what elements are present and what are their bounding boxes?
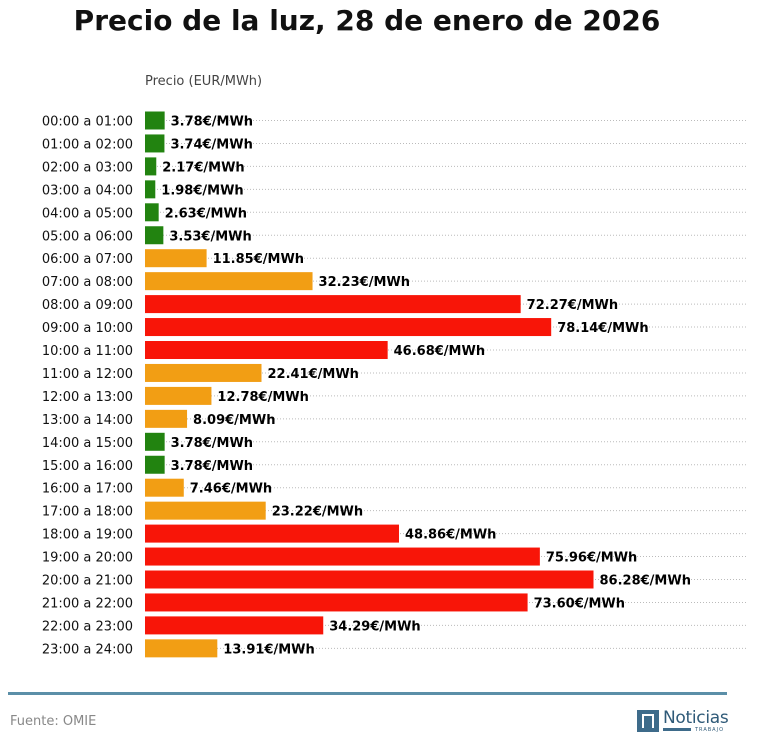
bar-value-label: 2.63€/MWh	[165, 206, 247, 221]
bar-value-label: 8.09€/MWh	[193, 413, 275, 428]
bar-value-label: 3.78€/MWh	[171, 436, 253, 451]
bar-value-label: 22.41€/MWh	[267, 367, 358, 382]
bar-value-label: 1.98€/MWh	[161, 183, 243, 198]
category-tick-label: 20:00 a 21:00	[42, 574, 133, 589]
bar-value-label: 32.23€/MWh	[319, 275, 410, 290]
chart-title: Precio de la luz, 28 de enero de 2026	[73, 4, 661, 37]
category-tick-label: 16:00 a 17:00	[42, 482, 133, 497]
source-note: Fuente: OMIE	[10, 714, 97, 729]
bar	[145, 593, 528, 612]
category-tick-label: 23:00 a 24:00	[42, 642, 133, 657]
bar	[145, 386, 212, 405]
bar	[145, 111, 165, 130]
bar-value-label: 73.60€/MWh	[534, 596, 625, 611]
bar	[145, 570, 594, 589]
bar	[145, 180, 156, 199]
bar-value-label: 78.14€/MWh	[557, 321, 648, 336]
bar	[145, 501, 266, 520]
bar	[145, 478, 184, 497]
bar-value-label: 11.85€/MWh	[213, 252, 304, 267]
category-tick-label: 22:00 a 23:00	[42, 619, 133, 634]
category-tick-label: 06:00 a 07:00	[42, 252, 133, 267]
bar	[145, 157, 157, 176]
bar-value-label: 12.78€/MWh	[217, 390, 308, 405]
bar-value-label: 3.78€/MWh	[171, 459, 253, 474]
bar-value-label: 7.46€/MWh	[190, 482, 272, 497]
category-tick-label: 04:00 a 05:00	[42, 206, 133, 221]
bar	[145, 363, 262, 382]
axis-label: Precio (EUR/MWh)	[145, 74, 263, 89]
category-tick-label: 01:00 a 02:00	[42, 137, 133, 152]
noticias-trabajo-logo: Noticias TRABAJO	[637, 708, 729, 735]
bar	[145, 272, 313, 291]
category-tick-label: 18:00 a 19:00	[42, 528, 133, 543]
category-tick-label: 21:00 a 22:00	[42, 596, 133, 611]
bar	[145, 616, 324, 635]
footer-divider	[8, 692, 727, 695]
bar-value-label: 75.96€/MWh	[546, 551, 637, 566]
bar	[145, 455, 165, 474]
bar	[145, 203, 159, 222]
bar	[145, 409, 188, 428]
bar	[145, 134, 165, 153]
bar	[145, 639, 218, 658]
bar-value-label: 13.91€/MWh	[223, 642, 314, 657]
logo-mark-icon	[637, 710, 659, 732]
bar-value-label: 3.78€/MWh	[171, 115, 253, 130]
logo-underline	[663, 728, 691, 731]
bar-value-label: 23.22€/MWh	[272, 505, 363, 520]
category-tick-label: 08:00 a 09:00	[42, 298, 133, 313]
logo-wordmark: Noticias	[663, 708, 729, 728]
category-tick-label: 03:00 a 04:00	[42, 183, 133, 198]
bar	[145, 226, 164, 245]
bar	[145, 295, 521, 314]
logo-subtitle: TRABAJO	[695, 727, 725, 733]
bar	[145, 341, 388, 359]
bar-value-label: 34.29€/MWh	[329, 619, 420, 634]
bar-value-label: 72.27€/MWh	[527, 298, 618, 313]
bar	[145, 432, 165, 451]
category-tick-label: 19:00 a 20:00	[42, 551, 133, 566]
category-tick-label: 02:00 a 03:00	[42, 160, 133, 175]
category-tick-label: 11:00 a 12:00	[42, 367, 133, 382]
bar-value-label: 2.17€/MWh	[162, 160, 244, 175]
bar	[145, 249, 207, 268]
bar-value-label: 48.86€/MWh	[405, 528, 496, 543]
category-tick-label: 15:00 a 16:00	[42, 459, 133, 474]
category-tick-label: 05:00 a 06:00	[42, 229, 133, 244]
bar-chart: 00:00 a 01:00 3.78€/MWh 01:00 a 02:00 3.74€…	[42, 111, 748, 658]
bar	[145, 547, 540, 566]
category-tick-label: 17:00 a 18:00	[42, 505, 133, 520]
category-tick-label: 10:00 a 11:00	[42, 344, 133, 359]
bar-value-label: 3.53€/MWh	[169, 229, 251, 244]
category-tick-label: 12:00 a 13:00	[42, 390, 133, 405]
bar-value-label: 46.68€/MWh	[394, 344, 485, 359]
category-tick-label: 00:00 a 01:00	[42, 115, 133, 130]
category-tick-label: 09:00 a 10:00	[42, 321, 133, 336]
bar	[145, 524, 399, 543]
category-tick-label: 13:00 a 14:00	[42, 413, 133, 428]
bar	[145, 318, 552, 337]
category-tick-label: 07:00 a 08:00	[42, 275, 133, 290]
category-tick-label: 14:00 a 15:00	[42, 436, 133, 451]
bar-value-label: 3.74€/MWh	[170, 137, 252, 152]
bar-value-label: 86.28€/MWh	[600, 574, 691, 589]
